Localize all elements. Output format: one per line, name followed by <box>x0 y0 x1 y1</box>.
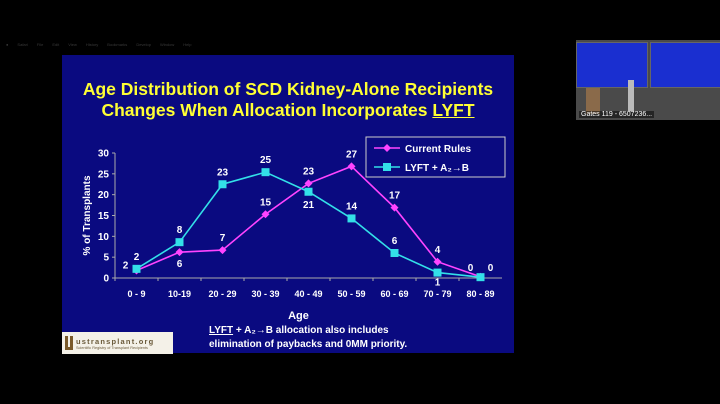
data-label-current: 17 <box>389 191 401 202</box>
data-point-square <box>132 264 141 273</box>
srtr-logo: ustransplant.org Scientific Registry of … <box>62 332 173 354</box>
y-tick-label: 5 <box>103 253 109 264</box>
x-tick-label: 50 - 59 <box>337 289 365 299</box>
data-label-current: 27 <box>346 149 358 160</box>
x-tick-label: 40 - 49 <box>294 289 322 299</box>
menu-help[interactable]: Help <box>183 41 192 47</box>
y-tick-label: 30 <box>98 149 110 160</box>
x-tick-label: 60 - 69 <box>380 289 408 299</box>
data-point-diamond <box>261 210 270 219</box>
data-label-lyft: 14 <box>346 201 358 212</box>
menu-history[interactable]: History <box>85 41 99 47</box>
x-tick-label: 30 - 39 <box>251 289 279 299</box>
note-line-1: LYFT + A₂→B allocation also includes <box>209 324 407 338</box>
note-rest: + A₂→B allocation also includes <box>233 325 389 336</box>
y-tick-label: 20 <box>98 190 110 201</box>
slide-title: Age Distribution of SCD Kidney-Alone Rec… <box>62 79 514 121</box>
menu-window[interactable]: Window <box>160 41 175 47</box>
menu-bookmarks[interactable]: Bookmarks <box>107 41 128 47</box>
data-label-lyft: 8 <box>177 225 183 236</box>
data-label-current: 23 <box>303 166 315 177</box>
data-point-square <box>476 273 485 282</box>
data-point-diamond <box>390 203 399 212</box>
data-label-current: 6 <box>177 259 183 270</box>
data-label-lyft: 2 <box>134 252 140 263</box>
data-point-square <box>261 168 270 177</box>
podium <box>586 88 600 114</box>
presentation-slide: Age Distribution of SCD Kidney-Alone Rec… <box>62 55 514 354</box>
x-tick-label: 0 - 9 <box>127 289 145 299</box>
data-label-lyft: 23 <box>217 167 229 178</box>
y-tick-label: 10 <box>98 232 110 243</box>
menu-file[interactable]: File <box>36 41 44 47</box>
title-prefix: Changes When Allocation Incorporates <box>101 100 428 120</box>
speaker-figure <box>628 80 634 112</box>
room-screen-left <box>576 42 648 88</box>
data-point-diamond <box>304 179 313 188</box>
logo-subtext: Scientific Registry of Transplant Recipi… <box>76 345 148 350</box>
data-label-lyft: 0 <box>488 263 494 274</box>
data-point-square <box>304 187 313 196</box>
data-point-square <box>347 214 356 223</box>
data-point-square <box>433 268 442 277</box>
data-label-current: 0 <box>468 263 474 274</box>
menu-develop[interactable]: Develop <box>136 41 151 47</box>
logo-text: ustransplant.org <box>76 336 155 346</box>
title-line-1: Age Distribution of SCD Kidney-Alone Rec… <box>82 79 494 99</box>
title-lyft: LYFT <box>432 100 475 120</box>
legend-label: Current Rules <box>405 144 472 155</box>
menu-safari[interactable]: Safari <box>17 41 28 47</box>
legend-box <box>365 136 506 178</box>
data-point-diamond <box>347 162 356 171</box>
legend-square-icon <box>383 163 391 171</box>
y-tick-label: 15 <box>98 211 110 222</box>
data-point-square <box>218 180 227 189</box>
logo-mark-icon <box>65 336 73 350</box>
participant-label: Gates 119 - 6507236... <box>579 111 655 118</box>
note-line-2: elimination of paybacks and 0MM priority… <box>209 339 408 350</box>
x-tick-label: 10-19 <box>168 289 191 299</box>
y-tick-label: 0 <box>103 274 109 285</box>
room-screen-right <box>650 42 720 88</box>
menu-edit[interactable]: Edit <box>52 41 60 47</box>
data-label-lyft: 1 <box>435 278 441 289</box>
x-tick-label: 70 - 79 <box>423 289 451 299</box>
data-point-square <box>175 238 184 247</box>
x-axis-label: Age <box>288 310 309 322</box>
data-point-diamond <box>175 248 184 257</box>
data-label-lyft: 21 <box>303 200 315 211</box>
apple-icon[interactable]: ● <box>6 41 9 47</box>
data-label-lyft: 6 <box>392 236 398 247</box>
note-lyft: LYFT <box>209 325 234 336</box>
x-tick-label: 20 - 29 <box>208 289 236 299</box>
menu-bar: ● Safari File Edit View History Bookmark… <box>0 38 720 50</box>
data-point-diamond <box>218 246 227 255</box>
slide-note: LYFT + A₂→B allocation also includes eli… <box>209 324 407 352</box>
legend-diamond-icon <box>383 144 391 152</box>
y-tick-label: 25 <box>98 169 110 180</box>
data-label-current: 2 <box>123 261 129 272</box>
legend-label: LYFT + A₂→B <box>405 163 469 174</box>
y-axis-label: % of Transplants <box>82 175 93 255</box>
data-label-current: 4 <box>435 245 441 256</box>
data-point-square <box>390 249 399 257</box>
data-label-lyft: 25 <box>260 155 272 166</box>
participant-video-tile[interactable]: Gates 119 - 6507236... <box>576 40 720 120</box>
data-label-current: 15 <box>260 197 272 208</box>
data-label-current: 7 <box>220 233 226 244</box>
data-point-diamond <box>433 257 442 266</box>
menu-view[interactable]: View <box>68 41 77 47</box>
x-tick-label: 80 - 89 <box>466 289 494 299</box>
title-line-2: Changes When Allocation Incorporates LYF… <box>62 100 514 121</box>
